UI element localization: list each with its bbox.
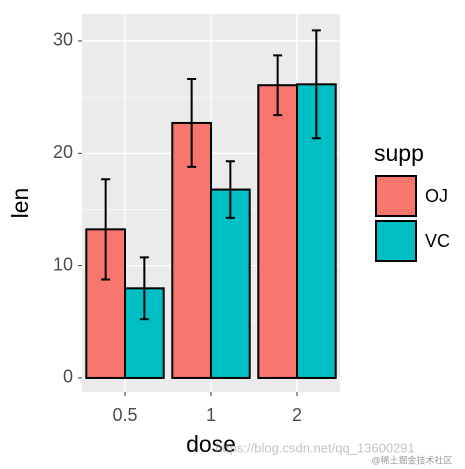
y-axis-title: len	[7, 188, 33, 219]
watermark: https://blog.csdn.net/qq_13600291	[215, 440, 415, 455]
y-tick-label: 30	[53, 30, 73, 50]
y-tick-label: 0	[63, 367, 73, 387]
x-tick-label: 2	[292, 405, 302, 425]
error-bar	[273, 54, 283, 117]
y-tick-label: 10	[53, 254, 73, 274]
bar	[257, 84, 298, 379]
error-bar	[187, 78, 197, 168]
y-tick-label: 20	[53, 142, 73, 162]
bar	[296, 83, 337, 379]
legend-key	[375, 175, 417, 217]
x-tick-label: 0.5	[112, 405, 137, 425]
legend-label: OJ	[425, 186, 448, 206]
x-tick-label: 1	[206, 405, 216, 425]
error-bar	[311, 29, 321, 140]
legend-title: supp	[374, 140, 424, 166]
legend-label: VC	[425, 231, 450, 251]
watermark: @稀土掘金技术社区	[371, 454, 452, 465]
legend-key	[375, 220, 417, 262]
bar	[210, 188, 251, 379]
error-bar	[225, 160, 235, 219]
error-bar	[101, 178, 111, 281]
error-bar	[139, 256, 149, 321]
x-axis-title: dose	[186, 431, 236, 457]
